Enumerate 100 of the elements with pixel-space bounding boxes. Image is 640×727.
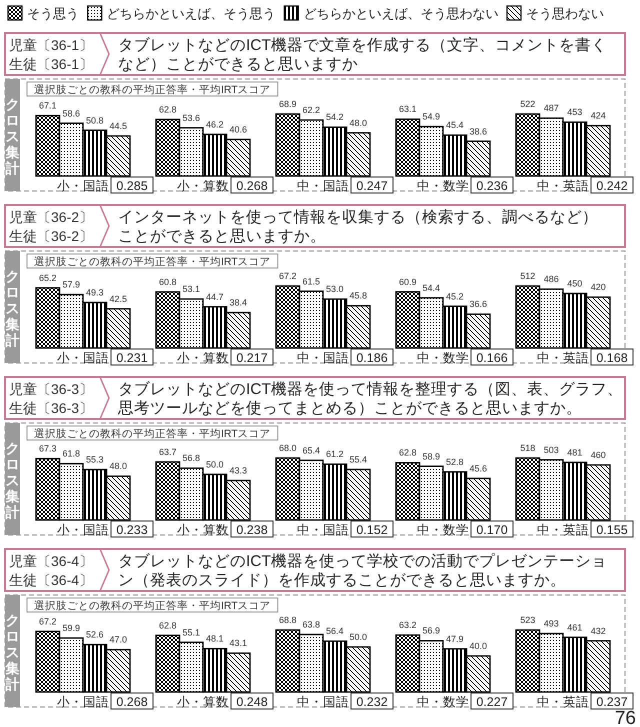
text: 0.186 [356, 351, 388, 365]
text: 0.232 [356, 695, 388, 709]
data-label: 58.6 [62, 108, 80, 118]
x-tick-label: 小・算数 [177, 523, 229, 537]
data-label: 57.9 [62, 280, 80, 290]
data-label: 481 [567, 447, 582, 458]
data-label: 56.8 [182, 453, 200, 464]
text: 生徒〔36-1〕 [9, 56, 94, 72]
legend-label: そう思う [27, 6, 79, 21]
data-label: 40.0 [469, 640, 488, 651]
data-label: 44.7 [206, 292, 224, 302]
legend-label: どちらかといえば、そう思う [106, 6, 276, 21]
x-tick-label: 小・国語 [57, 695, 109, 709]
text: 0.170 [476, 523, 508, 537]
text: 0.268 [236, 179, 268, 193]
data-label: 44.5 [109, 120, 128, 131]
data-label: 67.2 [38, 616, 57, 626]
data-label: 43.1 [229, 638, 248, 648]
data-label: 43.3 [229, 466, 248, 476]
data-label: 45.2 [446, 291, 464, 302]
chart-subtitle: 選択肢ごとの教科の平均正答率・平均IRTスコア [34, 255, 271, 268]
text: 0.166 [476, 351, 508, 365]
text: 0.217 [236, 351, 268, 365]
x-tick-label: 小・算数 [177, 351, 229, 365]
text: 生徒〔36-4〕 [9, 572, 94, 588]
y-axis-title: クロス集計 [4, 96, 20, 176]
data-label: 54.4 [422, 282, 440, 293]
data-label: 62.2 [302, 105, 320, 116]
data-label: 53.0 [326, 284, 344, 294]
data-label: 63.7 [158, 446, 177, 457]
data-label: 54.9 [422, 112, 440, 122]
data-label: 522 [520, 99, 536, 109]
data-label: 56.9 [422, 626, 440, 636]
data-label: 50.8 [86, 115, 104, 126]
text: 児童〔36-2〕 [9, 209, 94, 225]
text: 児童〔36-4〕 [9, 553, 94, 569]
text: 0.247 [356, 179, 388, 193]
x-tick-label: 中・国語 [297, 179, 349, 193]
text: 0.155 [596, 523, 628, 537]
text: 0.248 [236, 695, 268, 709]
data-label: 503 [544, 444, 559, 455]
text: 0.242 [596, 179, 628, 193]
text: 0.285 [116, 179, 148, 193]
text: 76 [614, 708, 636, 727]
data-label: 61.5 [302, 276, 320, 286]
chart-title: タブレットなどのICT機器を使って情報を整理する（図、表、グラフ、思考ツールなどを使ってまとめる）ことができると思いますか。 [117, 380, 623, 417]
text: 0.231 [116, 351, 148, 365]
x-tick-label: 中・国語 [297, 523, 349, 537]
data-label: 58.9 [422, 451, 440, 462]
text: 生徒〔36-2〕 [9, 228, 94, 244]
x-tick-label: 中・数学 [417, 695, 469, 709]
x-tick-label: 小・算数 [177, 695, 229, 709]
x-tick-label: 小・国語 [57, 351, 109, 365]
x-tick-label: 中・英語 [537, 179, 589, 193]
data-label: 432 [590, 626, 606, 636]
text: 0.168 [596, 351, 628, 365]
chart-subtitle: 選択肢ごとの教科の平均正答率・平均IRTスコア [34, 427, 271, 440]
x-tick-label: 小・算数 [177, 179, 229, 193]
text: 0.233 [116, 523, 148, 537]
x-tick-label: 中・国語 [297, 351, 349, 365]
data-label: 56.4 [326, 626, 344, 636]
data-label: 518 [520, 443, 536, 453]
data-label: 486 [544, 274, 559, 284]
text: 児童〔36-1〕 [9, 37, 94, 53]
data-label: 55.3 [86, 454, 104, 465]
data-label: 42.5 [109, 294, 128, 304]
chart-title: タブレットなどのICT機器で文章を作成する（文字、コメントを書くなど）ことができると思いますか [118, 36, 607, 73]
x-tick-label: 中・数学 [417, 179, 469, 193]
data-label: 40.6 [229, 124, 248, 134]
data-label: 63.2 [398, 620, 417, 630]
data-label: 60.8 [158, 276, 177, 287]
data-label: 62.8 [158, 104, 177, 114]
text: 0.227 [476, 695, 508, 709]
data-label: 48.1 [206, 634, 224, 644]
x-tick-label: 小・国語 [57, 523, 109, 537]
y-axis-title: クロス集計 [4, 268, 20, 348]
data-label: 512 [520, 271, 536, 281]
data-label: 45.8 [349, 290, 368, 301]
data-label: 460 [590, 450, 606, 460]
data-label: 36.6 [469, 299, 488, 310]
data-label: 67.3 [38, 444, 57, 454]
y-axis-title: クロス集計 [4, 612, 20, 692]
data-label: 68.0 [278, 443, 297, 453]
data-label: 65.2 [38, 272, 57, 283]
data-label: 55.1 [182, 627, 200, 638]
text: 0.237 [596, 695, 628, 709]
chart-title: インターネットを使って情報を収集する（検索する、調べるなど）ことができると思いますか。 [118, 208, 598, 245]
x-tick-label: 小・国語 [57, 179, 109, 193]
data-label: 61.2 [326, 449, 344, 460]
data-label: 424 [590, 110, 606, 121]
data-label: 67.2 [278, 271, 297, 281]
data-label: 54.2 [326, 112, 344, 122]
data-label: 52.8 [446, 456, 464, 467]
data-label: 49.3 [86, 288, 104, 298]
data-label: 493 [544, 618, 559, 629]
data-label: 47.9 [446, 634, 464, 644]
data-label: 60.9 [398, 276, 417, 287]
data-label: 420 [590, 282, 606, 292]
data-label: 63.8 [302, 620, 320, 630]
text: 0.268 [116, 695, 148, 709]
